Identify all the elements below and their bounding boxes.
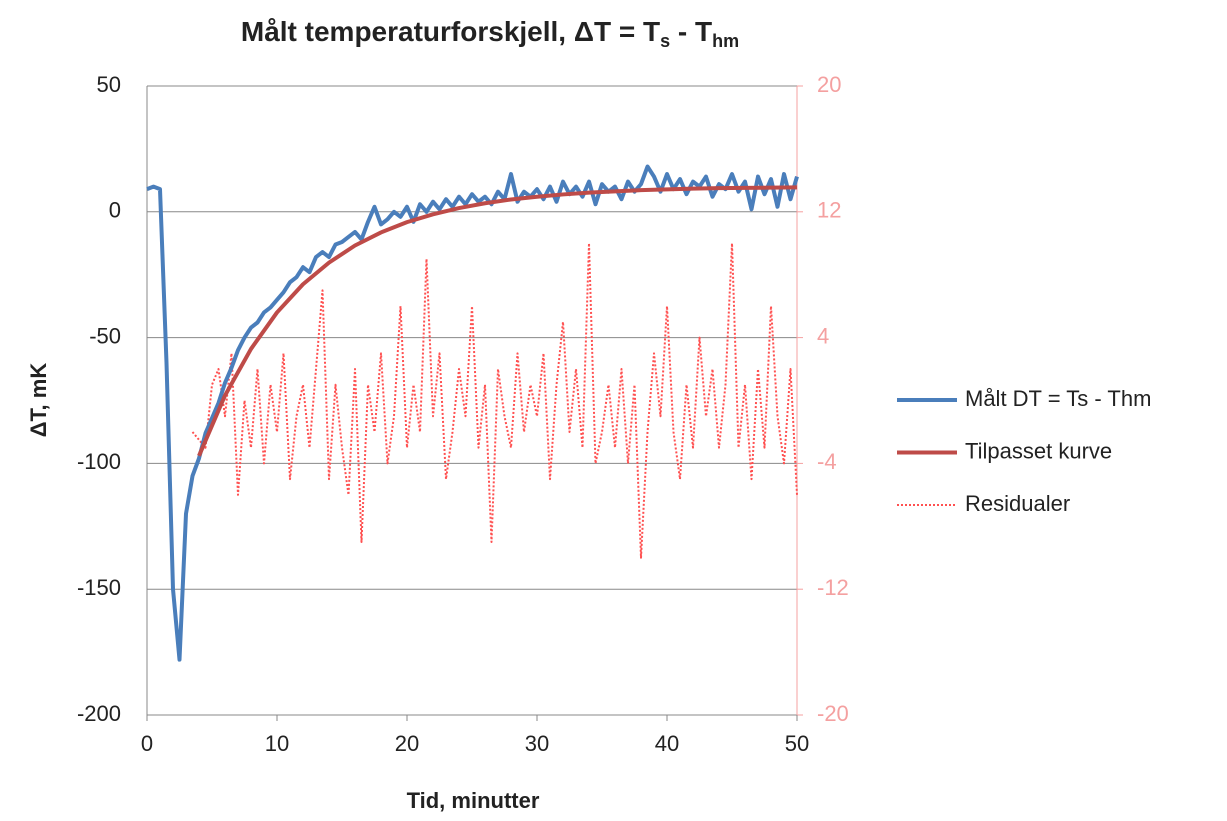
y2-tick-label: -12	[817, 575, 849, 600]
x-axis-title: Tid, minutter	[407, 788, 540, 813]
legend-label: Tilpasset kurve	[965, 438, 1112, 463]
x-tick-label: 20	[395, 731, 419, 756]
y2-tick-label: 4	[817, 323, 829, 348]
y-tick-label: -100	[77, 449, 121, 474]
series-line	[191, 242, 798, 559]
y2-tick-label: 12	[817, 198, 841, 223]
y-tick-label: -150	[77, 575, 121, 600]
y2-tick-label: -20	[817, 701, 849, 726]
y-tick-label: 0	[109, 198, 121, 223]
x-tick-label: 0	[141, 731, 153, 756]
y-axis-title: ΔT, mK	[26, 363, 51, 438]
chart-title: Målt temperaturforskjell, ΔT = Ts - Thm	[241, 16, 739, 50]
x-tick-label: 10	[265, 731, 289, 756]
x-tick-label: 50	[785, 731, 809, 756]
y2-tick-label: 20	[817, 72, 841, 97]
y-tick-label: 50	[97, 72, 121, 97]
y-tick-label: -200	[77, 701, 121, 726]
x-tick-label: 30	[525, 731, 549, 756]
y2-tick-label: -4	[817, 449, 837, 474]
legend-label: Residualer	[965, 491, 1070, 516]
y-tick-label: -50	[89, 323, 121, 348]
x-tick-label: 40	[655, 731, 679, 756]
series-line	[146, 164, 799, 662]
legend-label: Målt DT = Ts - Thm	[965, 386, 1151, 411]
series-line	[197, 185, 798, 457]
